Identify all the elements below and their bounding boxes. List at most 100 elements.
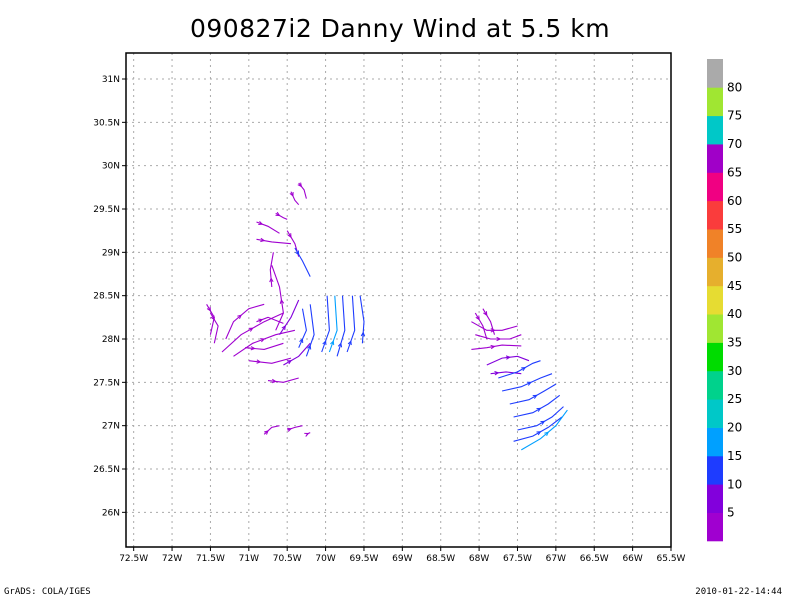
streamline-arrowhead	[483, 311, 488, 317]
colorbar-swatch	[707, 455, 723, 485]
y-tick-label: 26N	[102, 508, 120, 518]
streamline-arrowhead	[258, 220, 264, 225]
y-tick-label: 30.5N	[93, 118, 120, 128]
streamline	[517, 406, 564, 431]
streamline	[275, 212, 288, 220]
streamline-arrowhead	[330, 340, 335, 346]
x-tick-label: 69.5W	[349, 554, 378, 564]
streamline-arrowhead	[526, 381, 532, 386]
streamline	[328, 295, 338, 353]
x-axis-ticks: 72.5W 72W 71.5W 71W 70.5W 70W 69.5W 69W 68.5W 68W…	[119, 547, 686, 564]
streamline	[287, 425, 303, 431]
colorbar-label: 5	[727, 506, 735, 520]
streamline-arrowhead	[360, 331, 366, 337]
streamline-arrowhead	[540, 420, 546, 425]
streamline	[305, 304, 315, 357]
streamline-arrowhead	[287, 233, 292, 239]
streamline	[490, 371, 522, 375]
y-tick-label: 28.5N	[93, 292, 120, 302]
streamline-arrowhead	[322, 340, 327, 346]
y-tick-label: 27.5N	[93, 378, 120, 388]
colorbar-swatch	[707, 87, 723, 117]
x-tick-label: 71.5W	[196, 554, 225, 564]
x-tick-label: 71W	[239, 554, 259, 564]
x-tick-label: 66.5W	[580, 554, 609, 564]
x-tick-label: 65.5W	[657, 554, 686, 564]
colorbar-swatch	[707, 144, 723, 173]
colorbar-swatch	[707, 314, 723, 343]
streamline-arrowhead	[269, 277, 274, 283]
x-tick-label: 66W	[622, 554, 642, 564]
streamline-arrowhead	[295, 250, 300, 256]
streamline-arrowhead	[496, 336, 502, 342]
streamline-arrowhead	[237, 314, 242, 320]
streamline-arrowhead	[271, 378, 277, 384]
x-tick-label: 69W	[392, 554, 412, 564]
colorbar-swatch	[707, 427, 723, 457]
streamline	[290, 191, 300, 206]
streamline-arrowhead	[490, 328, 496, 333]
streamline-arrowhead	[281, 325, 286, 331]
x-tick-label: 68.5W	[426, 554, 455, 564]
streamline	[248, 357, 292, 364]
streamline	[225, 303, 265, 340]
y-tick-label: 26.5N	[93, 465, 120, 475]
streamline	[509, 383, 557, 405]
streamline	[263, 425, 280, 435]
grid-lines	[126, 53, 672, 547]
streamline-arrowhead	[544, 431, 550, 437]
colorbar-label: 65	[727, 165, 742, 179]
streamline-arrowhead	[536, 431, 542, 436]
colorbar-swatch	[707, 342, 723, 372]
colorbar-label: 55	[727, 222, 742, 236]
streamline-arrowhead	[287, 427, 293, 432]
colorbar-swatch	[707, 370, 723, 400]
streamline-arrowhead	[206, 306, 211, 312]
streamline-arrowhead	[307, 344, 312, 350]
colorbar-swatch	[707, 512, 723, 542]
colorbar-swatch	[707, 257, 723, 287]
streamline	[498, 360, 541, 379]
streamline	[244, 342, 284, 350]
y-tick-label: 31N	[102, 75, 120, 85]
x-tick-label: 68W	[469, 554, 489, 564]
streamline-arrowhead	[490, 344, 496, 350]
streamline-arrowhead	[505, 355, 511, 360]
y-tick-label: 29.5N	[93, 205, 120, 215]
streamline-arrowhead	[256, 359, 262, 364]
x-tick-label: 70.5W	[273, 554, 302, 564]
colorbar-label: 20	[727, 421, 742, 435]
streamline	[294, 247, 311, 277]
streamline-arrowhead	[494, 371, 500, 376]
streamline-arrowhead	[536, 407, 542, 412]
colorbar-label: 45	[727, 279, 742, 293]
streamline-arrowhead	[260, 237, 266, 243]
streamline	[267, 377, 299, 383]
colorbar-label: 40	[727, 307, 742, 321]
streamline	[283, 342, 311, 366]
streamline-arrowhead	[289, 191, 294, 198]
colorbar-swatch	[707, 399, 723, 428]
streamline-arrowhead	[275, 211, 281, 217]
x-tick-label: 67W	[546, 554, 566, 564]
y-tick-label: 30N	[102, 162, 120, 172]
colorbar-swatch	[707, 484, 723, 513]
colorbar-label: 80	[727, 80, 742, 94]
colorbar-label: 75	[727, 109, 742, 123]
x-tick-label: 72.5W	[119, 554, 148, 564]
colorbar: 5 10 15 20 25 30 35 40 45 50 55 60 65 70 75 80	[707, 59, 742, 542]
colorbar-swatch	[707, 59, 723, 88]
colorbar-swatch	[707, 115, 723, 145]
colorbar-label: 25	[727, 392, 742, 406]
streamline-arrowhead	[258, 318, 264, 323]
streamline-arrowhead	[210, 315, 215, 321]
streamline-arrowhead	[297, 182, 303, 188]
y-axis-ticks: 26N 26.5N 27N 27.5N 28N 28.5N 29N 29.5N 30N 30.5N…	[93, 75, 126, 518]
streamline-arrowhead	[347, 340, 352, 346]
streamline-arrowhead	[264, 430, 269, 435]
streamline-arrowhead	[248, 327, 254, 332]
colorbar-label: 10	[727, 477, 742, 491]
y-tick-label: 29N	[102, 248, 120, 258]
y-tick-label: 28N	[102, 335, 120, 345]
